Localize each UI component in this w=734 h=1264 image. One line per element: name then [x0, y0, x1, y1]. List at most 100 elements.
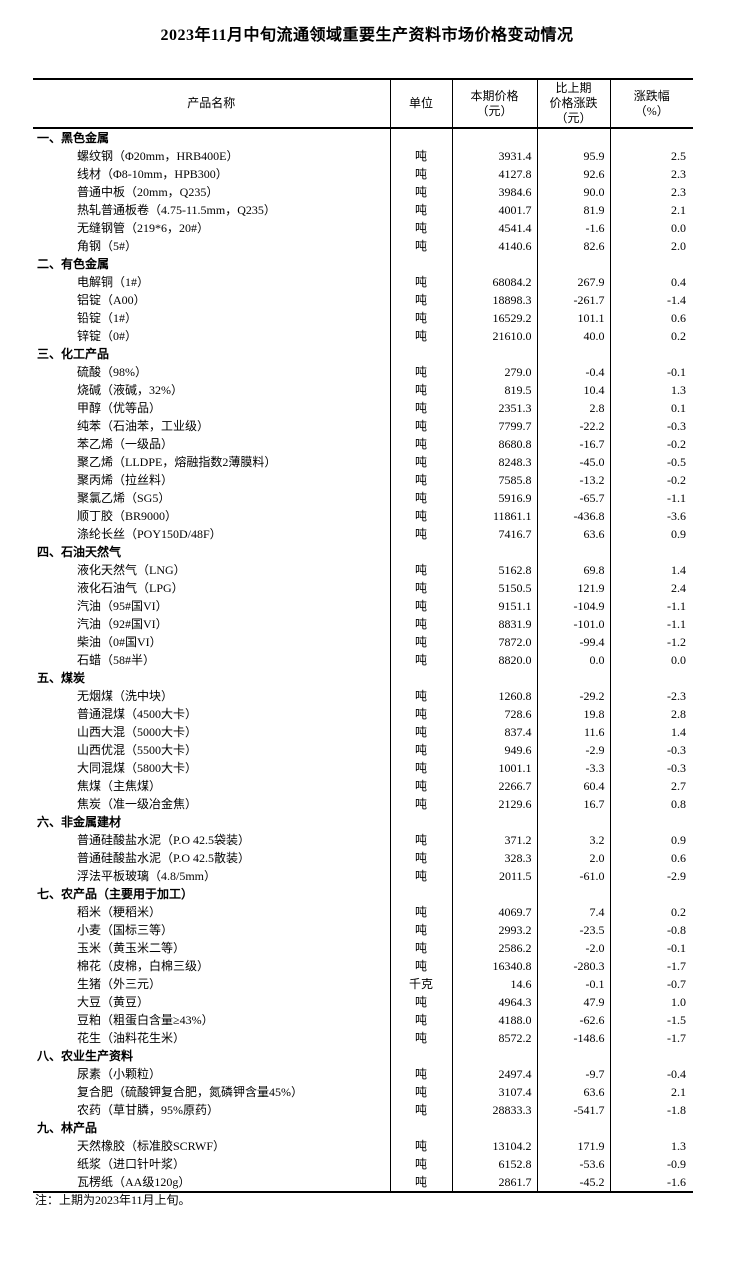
price-cell: 8680.8: [451, 435, 537, 453]
unit-cell: 吨: [389, 435, 452, 453]
percent-cell: 0.9: [609, 831, 693, 849]
item-row: 农药（草甘膦，95%原药） 吨 28833.3 -541.7 -1.8: [33, 1101, 693, 1119]
change-cell: -13.2: [536, 471, 610, 489]
item-row: 液化天然气（LNG） 吨 5162.8 69.8 1.4: [33, 561, 693, 579]
price-cell: 2351.3: [451, 399, 537, 417]
change-cell: [536, 255, 610, 273]
item-row: 苯乙烯（一级品） 吨 8680.8 -16.7 -0.2: [33, 435, 693, 453]
product-name-cell: 纸浆（进口针叶浆）: [77, 1157, 186, 1171]
price-cell: [451, 345, 537, 363]
percent-cell: -1.1: [609, 489, 693, 507]
col-header-unit: 单位: [389, 79, 452, 129]
price-cell: 328.3: [451, 849, 537, 867]
price-cell: 13104.2: [451, 1137, 537, 1155]
percent-cell: -0.8: [609, 921, 693, 939]
price-cell: 8248.3: [451, 453, 537, 471]
unit-cell: 吨: [389, 165, 452, 183]
section-title: 一、黑色金属: [37, 131, 110, 145]
item-row: 普通中板（20mm，Q235） 吨 3984.6 90.0 2.3: [33, 183, 693, 201]
change-cell: 90.0: [536, 183, 610, 201]
percent-cell: 2.5: [609, 147, 693, 165]
unit-cell: 吨: [389, 453, 452, 471]
product-name-cell: 液化天然气（LNG）: [77, 563, 186, 577]
item-row: 纯苯（石油苯，工业级） 吨 7799.7 -22.2 -0.3: [33, 417, 693, 435]
item-row: 聚丙烯（拉丝料） 吨 7585.8 -13.2 -0.2: [33, 471, 693, 489]
item-row: 螺纹钢（Φ20mm，HRB400E） 吨 3931.4 95.9 2.5: [33, 147, 693, 165]
change-cell: 95.9: [536, 147, 610, 165]
change-cell: -53.6: [536, 1155, 610, 1173]
unit-cell: 吨: [389, 1011, 452, 1029]
product-name-cell: 顺丁胶（BR9000）: [77, 509, 178, 523]
change-cell: -65.7: [536, 489, 610, 507]
product-name-cell: 普通硅酸盐水泥（P.O 42.5散装）: [77, 851, 251, 865]
change-cell: -3.3: [536, 759, 610, 777]
price-cell: 16340.8: [451, 957, 537, 975]
item-row: 浮法平板玻璃（4.8/5mm） 吨 2011.5 -61.0 -2.9: [33, 867, 693, 885]
change-cell: 63.6: [536, 1083, 610, 1101]
product-name-cell: 小麦（国标三等）: [77, 923, 174, 937]
percent-cell: -0.7: [609, 975, 693, 993]
item-row: 热轧普通板卷（4.75-11.5mm，Q235） 吨 4001.7 81.9 2.1: [33, 201, 693, 219]
percent-cell: 0.0: [609, 651, 693, 669]
item-row: 瓦楞纸（AA级120g） 吨 2861.7 -45.2 -1.6: [33, 1173, 693, 1192]
price-cell: 5916.9: [451, 489, 537, 507]
change-cell: [536, 1119, 610, 1137]
item-row: 棉花（皮棉，白棉三级） 吨 16340.8 -280.3 -1.7: [33, 957, 693, 975]
unit-cell: 吨: [389, 183, 452, 201]
unit-cell: 吨: [389, 1029, 452, 1047]
unit-cell: 吨: [389, 723, 452, 741]
percent-cell: 1.0: [609, 993, 693, 1011]
percent-cell: [609, 345, 693, 363]
product-name-cell: 普通混煤（4500大卡）: [77, 707, 198, 721]
percent-cell: -0.9: [609, 1155, 693, 1173]
product-name-cell: 聚丙烯（拉丝料）: [77, 473, 174, 487]
product-name-cell: 焦煤（主焦煤）: [77, 779, 162, 793]
item-row: 聚氯乙烯（SG5） 吨 5916.9 -65.7 -1.1: [33, 489, 693, 507]
percent-cell: 2.0: [609, 237, 693, 255]
change-cell: 0.0: [536, 651, 610, 669]
section-row: 一、黑色金属: [33, 128, 693, 147]
unit-cell: 吨: [389, 507, 452, 525]
change-cell: -280.3: [536, 957, 610, 975]
product-name-cell: 电解铜（1#）: [77, 275, 150, 289]
section-row: 四、石油天然气: [33, 543, 693, 561]
percent-cell: -0.1: [609, 363, 693, 381]
section-row: 六、非金属建材: [33, 813, 693, 831]
item-row: 柴油（0#国VI） 吨 7872.0 -99.4 -1.2: [33, 633, 693, 651]
section-title: 九、林产品: [37, 1121, 98, 1135]
item-row: 焦煤（主焦煤） 吨 2266.7 60.4 2.7: [33, 777, 693, 795]
unit-cell: 吨: [389, 399, 452, 417]
item-row: 普通混煤（4500大卡） 吨 728.6 19.8 2.8: [33, 705, 693, 723]
unit-cell: [389, 255, 452, 273]
item-row: 山西大混（5000大卡） 吨 837.4 11.6 1.4: [33, 723, 693, 741]
item-row: 稻米（粳稻米） 吨 4069.7 7.4 0.2: [33, 903, 693, 921]
percent-cell: [609, 885, 693, 903]
section-row: 三、化工产品: [33, 345, 693, 363]
item-row: 生猪（外三元） 千克 14.6 -0.1 -0.7: [33, 975, 693, 993]
change-cell: 16.7: [536, 795, 610, 813]
price-cell: 4001.7: [451, 201, 537, 219]
percent-cell: [609, 669, 693, 687]
change-cell: 171.9: [536, 1137, 610, 1155]
item-row: 汽油（92#国VI） 吨 8831.9 -101.0 -1.1: [33, 615, 693, 633]
percent-cell: -1.8: [609, 1101, 693, 1119]
price-cell: 9151.1: [451, 597, 537, 615]
price-table-body: 一、黑色金属螺纹钢（Φ20mm，HRB400E）吨 3931.4 95.9 2.5 线材…: [33, 128, 693, 1192]
percent-cell: 2.3: [609, 183, 693, 201]
percent-cell: -0.3: [609, 759, 693, 777]
unit-cell: 吨: [389, 525, 452, 543]
change-cell: -104.9: [536, 597, 610, 615]
percent-cell: -1.2: [609, 633, 693, 651]
percent-cell: 1.3: [609, 381, 693, 399]
price-cell: 819.5: [451, 381, 537, 399]
product-name-cell: 普通硅酸盐水泥（P.O 42.5袋装）: [77, 833, 251, 847]
unit-cell: [389, 1119, 452, 1137]
section-row: 七、农产品（主要用于加工）: [33, 885, 693, 903]
change-cell: -148.6: [536, 1029, 610, 1047]
price-cell: 18898.3: [451, 291, 537, 309]
unit-cell: 吨: [389, 615, 452, 633]
item-row: 线材（Φ8-10mm，HPB300） 吨 4127.8 92.6 2.3: [33, 165, 693, 183]
unit-cell: [389, 128, 452, 147]
unit-cell: [389, 813, 452, 831]
price-cell: 68084.2: [451, 273, 537, 291]
